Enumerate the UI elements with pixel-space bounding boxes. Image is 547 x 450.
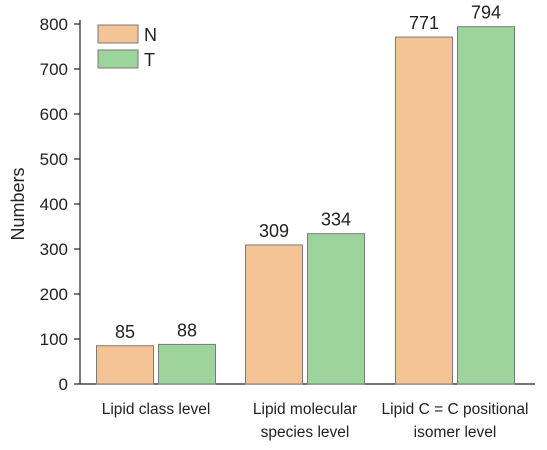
bar-n-1 xyxy=(245,244,303,385)
y-tick-label: 200 xyxy=(40,285,68,304)
y-tick-label: 0 xyxy=(59,375,68,394)
x-tick-labels: Lipid class level Lipid molecular species … xyxy=(102,401,529,441)
y-tick-label: 800 xyxy=(40,15,68,34)
bar-value-label: 309 xyxy=(259,221,289,241)
x-tick-label: species level xyxy=(261,424,350,441)
y-axis-label: Numbers xyxy=(8,167,28,240)
y-tick-label: 400 xyxy=(40,195,68,214)
x-tick-label: Lipid C = C positional xyxy=(382,401,529,418)
y-tick-label: 300 xyxy=(40,240,68,259)
bars xyxy=(96,26,515,385)
bar-value-label: 771 xyxy=(409,13,439,33)
bar-value-label: 88 xyxy=(177,320,197,340)
legend-label-t: T xyxy=(144,50,155,70)
legend-swatch-t xyxy=(97,49,139,69)
bar-value-label: 794 xyxy=(471,3,501,23)
y-tick-label: 700 xyxy=(40,60,68,79)
y-tick-label: 600 xyxy=(40,105,68,124)
legend: NT xyxy=(97,24,157,70)
bar-t-0 xyxy=(158,343,216,385)
legend-swatch-n xyxy=(97,24,139,44)
bar-value-labels: 85 88 309 334 771 794 xyxy=(115,3,501,342)
y-tick-label: 500 xyxy=(40,150,68,169)
bar-t-1 xyxy=(307,233,365,385)
y-tick-labels: 0 100 200 300 400 500 600 700 800 xyxy=(40,15,68,394)
bar-t-2 xyxy=(457,26,515,385)
y-tick-label: 100 xyxy=(40,330,68,349)
bar-value-label: 85 xyxy=(115,322,135,342)
bar-n-2 xyxy=(395,36,453,385)
bar-n-0 xyxy=(96,345,154,385)
x-tick-label: Lipid molecular xyxy=(253,401,357,418)
x-tick-label: isomer level xyxy=(414,424,497,441)
x-tick-label: Lipid class level xyxy=(102,401,211,418)
bar-value-label: 334 xyxy=(321,210,351,230)
legend-label-n: N xyxy=(144,25,157,45)
